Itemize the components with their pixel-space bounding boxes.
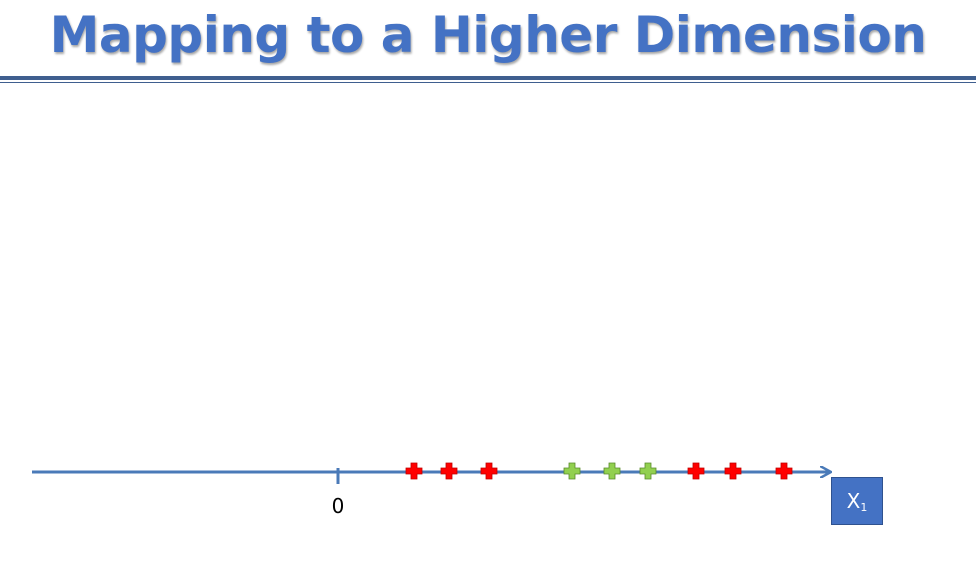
red-plus-point [405,462,423,480]
red-plus-point [775,462,793,480]
green-plus-point [639,462,657,480]
axis-label-subscript: 1 [860,501,868,514]
green-plus-point [563,462,581,480]
red-plus-point [687,462,705,480]
title-divider [0,76,976,80]
zero-label: 0 [331,494,345,518]
red-plus-point [480,462,498,480]
data-points [405,462,793,480]
red-plus-point [724,462,742,480]
title-divider-thin [0,82,976,83]
green-plus-point [603,462,621,480]
x1-axis-label: X1 [831,477,883,525]
axis-label-main: X [846,489,861,513]
red-plus-point [440,462,458,480]
slide-title: Mapping to a Higher Dimension [49,6,927,64]
